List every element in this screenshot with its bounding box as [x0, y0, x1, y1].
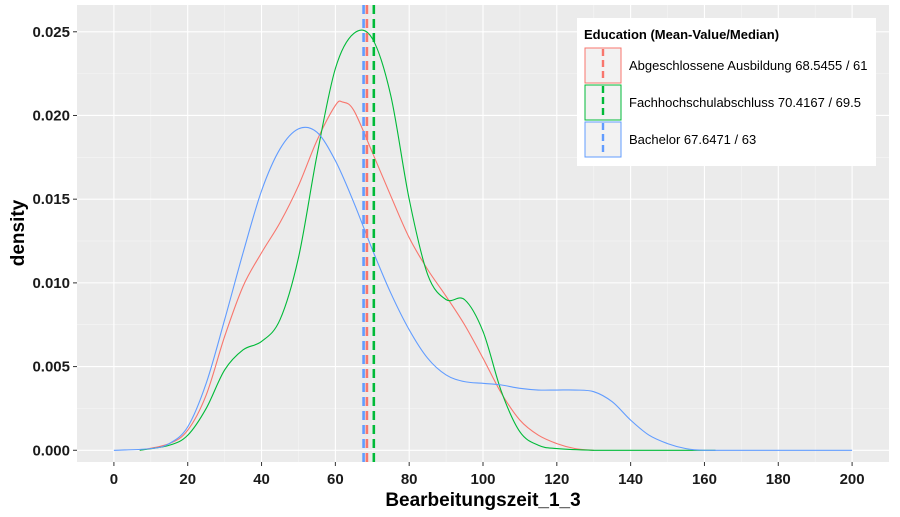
- y-tick-label: 0.000: [32, 442, 70, 459]
- legend-items: Abgeschlossene Ausbildung 68.5455 / 61 Fa…: [584, 47, 868, 158]
- density-curve-series-1: [139, 100, 594, 451]
- legend: Education (Mean-Value/Median) Abgeschlos…: [577, 18, 876, 166]
- density-curve-series-3: [113, 126, 853, 451]
- y-tick-label: 0.010: [32, 275, 70, 292]
- y-axis-ticks: 0.000 0.005 0.010 0.015 0.020 0.025: [32, 24, 77, 459]
- x-tick-label: 80: [401, 471, 418, 488]
- legend-label-1: Abgeschlossene Ausbildung 68.5455 / 61: [629, 58, 868, 73]
- x-tick-label: 40: [253, 471, 270, 488]
- y-tick-label: 0.015: [32, 191, 70, 208]
- x-tick-label: 120: [544, 471, 569, 488]
- mean-lines: [362, 5, 376, 462]
- y-tick-label: 0.025: [32, 24, 70, 41]
- y-tick-label: 0.005: [32, 359, 70, 376]
- x-tick-label: 160: [692, 471, 717, 488]
- x-tick-label: 100: [470, 471, 495, 488]
- x-tick-label: 60: [327, 471, 344, 488]
- y-tick-label: 0.020: [32, 107, 70, 124]
- x-tick-label: 0: [110, 471, 118, 488]
- x-tick-label: 140: [618, 471, 643, 488]
- density-curve-series-2: [139, 29, 716, 451]
- legend-background: [577, 18, 876, 166]
- legend-label-2: Fachhochschulabschluss 70.4167 / 69.5: [629, 95, 861, 110]
- x-tick-label: 180: [766, 471, 791, 488]
- y-axis-title: density: [8, 199, 29, 266]
- legend-title: Education (Mean-Value/Median): [584, 27, 779, 42]
- x-axis-title: Bearbeitungszeit_1_3: [385, 490, 580, 511]
- x-tick-label: 20: [179, 471, 196, 488]
- x-axis-ticks: 0 20 40 60 80 100 120 140 160 180 200: [110, 462, 865, 488]
- x-tick-label: 200: [840, 471, 865, 488]
- density-curves: [113, 29, 853, 451]
- legend-label-3: Bachelor 67.6471 / 63: [629, 132, 756, 147]
